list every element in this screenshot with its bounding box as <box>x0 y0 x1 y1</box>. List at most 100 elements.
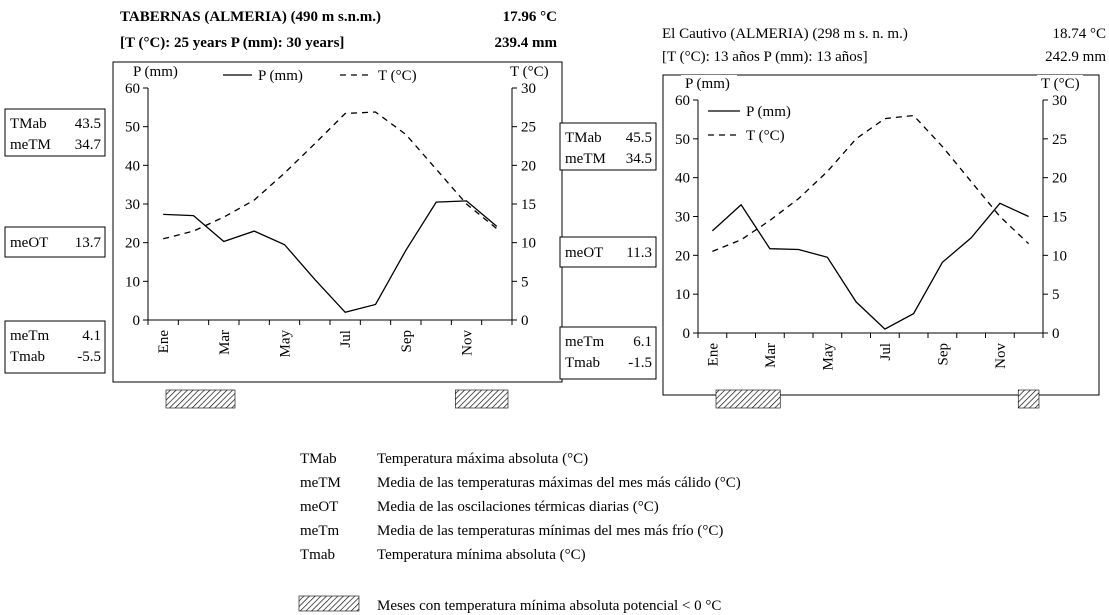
left-tick-label: 30 <box>675 210 690 226</box>
record-period: [T (°C): 13 años P (mm): 13 años] <box>662 49 868 65</box>
stat-label: meOT <box>10 235 48 251</box>
x-tick-label: Nov <box>460 330 476 356</box>
right-tick-label: 25 <box>521 120 536 136</box>
legend-label: T (°C) <box>746 128 785 144</box>
legend-label: P (mm) <box>258 68 303 84</box>
stat-value: 45.5 <box>626 130 652 146</box>
stat-value: 11.3 <box>626 245 652 261</box>
stat-label: Tmab <box>565 355 600 371</box>
legend-label: P (mm) <box>746 104 791 120</box>
axis-label-mask <box>129 63 185 80</box>
stats-box <box>559 236 657 268</box>
stat-label: meTM <box>565 151 606 167</box>
station-title: El Cautivo (ALMERIA) (298 m s. n. m.) <box>662 26 908 42</box>
stats-box <box>4 226 106 258</box>
temperature-line <box>163 111 498 240</box>
stat-label: meTm <box>10 328 49 344</box>
mean-temperature: 18.74 °C <box>1052 26 1106 42</box>
left-tick-label: 60 <box>125 81 140 97</box>
precipitation-line <box>163 200 498 314</box>
glossary-abbr: meTM <box>300 475 341 491</box>
frost-months-hatch <box>455 389 509 409</box>
left-axis-label: P (mm) <box>133 64 178 80</box>
hatch-legend-text: Meses con temperatura mínima absoluta po… <box>377 598 721 614</box>
right-tick-label: 10 <box>521 236 536 252</box>
legend-label: T (°C) <box>378 68 417 84</box>
right-axis-label: T (°C) <box>1041 76 1080 92</box>
frost-months-hatch <box>715 389 781 409</box>
stat-value: -1.5 <box>628 355 652 371</box>
x-tick-label: Sep <box>399 330 415 353</box>
right-tick-label: 15 <box>1052 210 1067 226</box>
glossary-definition: Media de las temperaturas mínimas del me… <box>377 523 723 539</box>
left-tick-label: 0 <box>133 313 141 329</box>
axis-label-mask <box>1037 75 1083 92</box>
glossary-definition: Temperatura máxima absoluta (°C) <box>377 451 588 467</box>
stats-box <box>559 326 657 380</box>
stat-value: 34.7 <box>75 137 102 153</box>
chart-frame <box>662 74 1100 396</box>
left-tick-label: 30 <box>125 197 140 213</box>
x-tick-label: May <box>820 343 836 371</box>
stats-box <box>559 122 657 171</box>
right-tick-label: 0 <box>1052 326 1060 342</box>
left-tick-label: 0 <box>683 326 691 342</box>
x-tick-label: Ene <box>156 330 172 354</box>
right-tick-label: 15 <box>521 197 536 213</box>
right-tick-label: 30 <box>521 81 536 97</box>
stat-label: TMab <box>565 130 602 146</box>
station-title: TABERNAS (ALMERIA) (490 m s.n.m.) <box>120 9 381 25</box>
stat-value: -5.5 <box>77 349 101 365</box>
glossary-abbr: TMab <box>300 451 337 467</box>
stat-value: 13.7 <box>75 235 102 251</box>
left-tick-label: 40 <box>125 158 140 174</box>
x-tick-label: Ene <box>705 343 721 367</box>
right-axis-label: T (°C) <box>510 64 549 80</box>
left-tick-label: 40 <box>675 171 690 187</box>
hatch-legend-swatch <box>298 595 360 612</box>
stat-label: meOT <box>565 245 603 261</box>
right-tick-label: 5 <box>521 274 529 290</box>
stat-value: 6.1 <box>633 334 652 350</box>
x-tick-label: Jul <box>878 343 894 361</box>
climate-chart-2: El Cautivo (ALMERIA) (298 m s. n. m.) 18.… <box>559 26 1106 409</box>
stats-box <box>4 320 106 374</box>
axis-label-mask <box>681 75 737 92</box>
stat-label: Tmab <box>10 349 45 365</box>
right-tick-label: 5 <box>1052 287 1060 303</box>
x-tick-label: Jul <box>338 330 354 348</box>
glossary-abbr: meTm <box>300 523 339 539</box>
right-tick-label: 10 <box>1052 248 1067 264</box>
climate-chart-1: TABERNAS (ALMERIA) (490 m s.n.m.) 17.96 °… <box>4 9 563 409</box>
right-tick-label: 30 <box>1052 93 1067 109</box>
axis-label-mask <box>506 63 552 80</box>
x-tick-label: Mar <box>217 330 233 355</box>
legend-mask <box>217 66 447 84</box>
left-tick-label: 60 <box>675 93 690 109</box>
right-tick-label: 25 <box>1052 132 1067 148</box>
left-tick-label: 10 <box>125 274 140 290</box>
annual-precipitation: 242.9 mm <box>1045 49 1106 65</box>
x-tick-label: Nov <box>993 343 1009 369</box>
left-tick-label: 20 <box>675 248 690 264</box>
glossary-definition: Media de las temperaturas máximas del me… <box>377 475 741 491</box>
precipitation-line <box>711 202 1029 330</box>
x-tick-label: Sep <box>935 343 951 366</box>
right-tick-label: 0 <box>521 313 529 329</box>
mean-temperature: 17.96 °C <box>503 9 557 25</box>
glossary-definition: Temperatura mínima absoluta (°C) <box>377 547 586 563</box>
x-tick-label: May <box>278 330 294 358</box>
glossary-abbr: Tmab <box>300 547 335 563</box>
x-tick-label: Mar <box>763 343 779 368</box>
left-axis-label: P (mm) <box>685 76 730 92</box>
stat-label: meTm <box>565 334 604 350</box>
record-period: [T (°C): 25 years P (mm): 30 years] <box>120 35 344 51</box>
stat-label: meTM <box>10 137 51 153</box>
glossary-definition: Media de las oscilaciones térmicas diari… <box>377 499 659 515</box>
stat-value: 4.1 <box>82 328 101 344</box>
temperature-line <box>712 114 1030 253</box>
frost-months-hatch <box>1017 389 1040 409</box>
left-tick-label: 50 <box>125 120 140 136</box>
left-tick-label: 20 <box>125 236 140 252</box>
